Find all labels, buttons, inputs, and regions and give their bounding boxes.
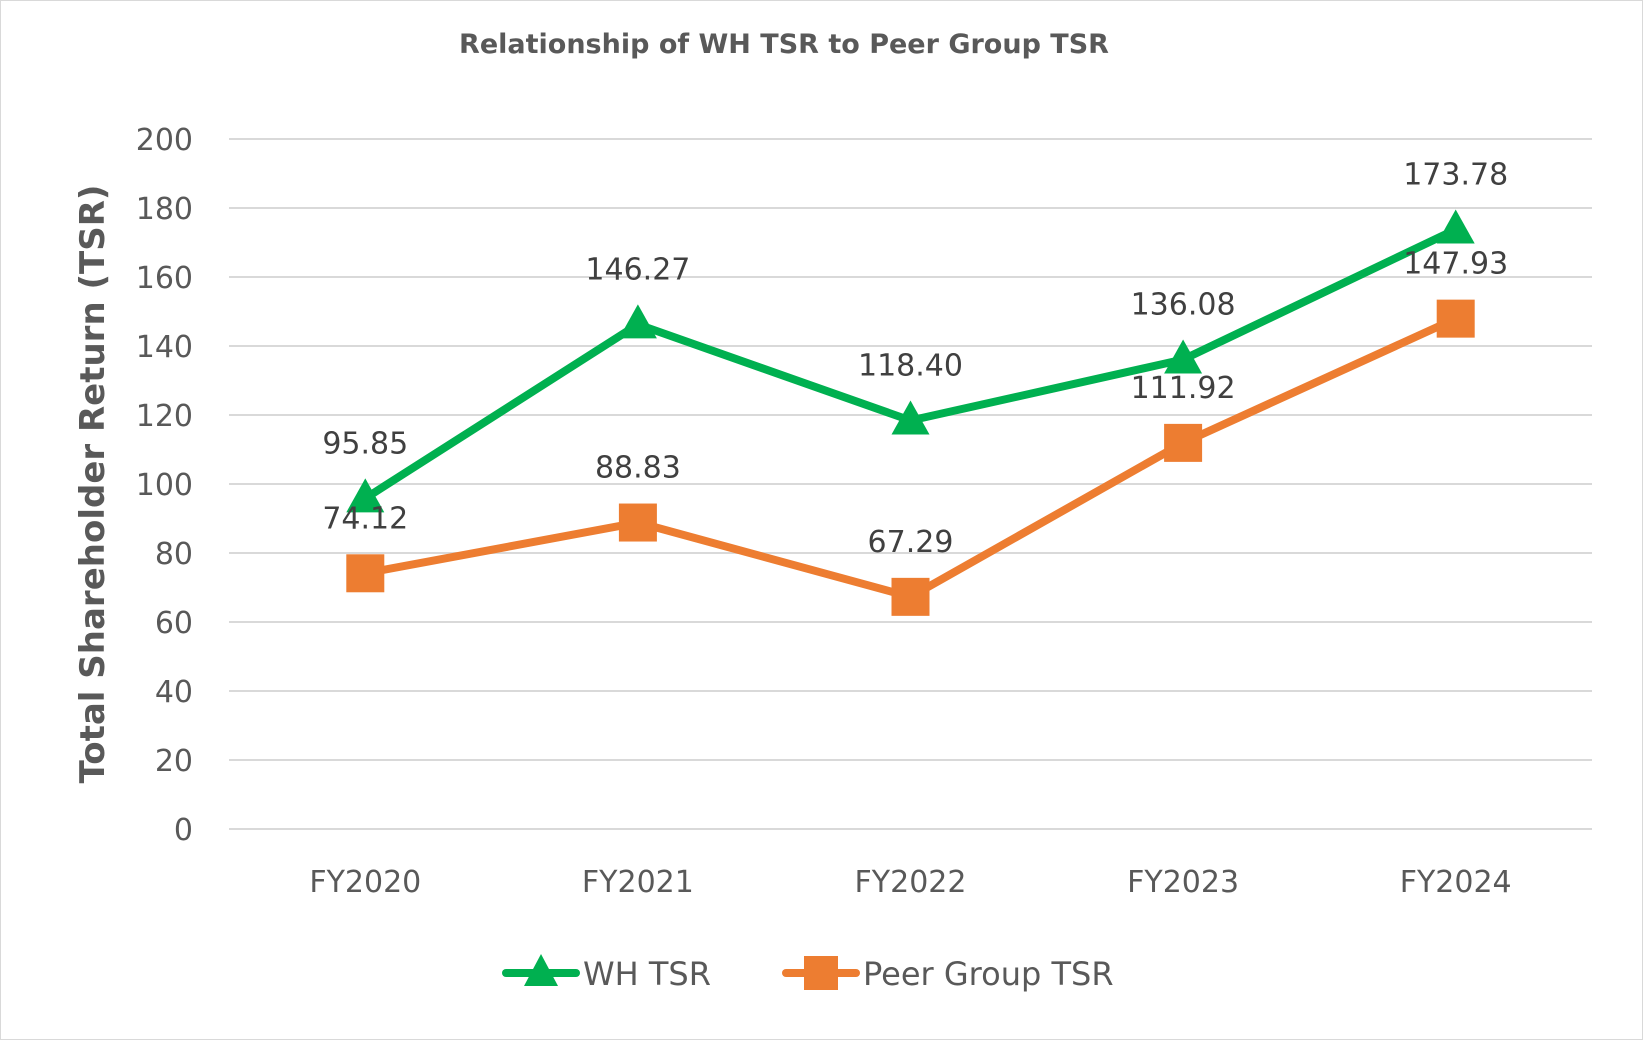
y-tick-label: 40: [155, 675, 193, 710]
data-label: 146.27: [585, 252, 690, 287]
data-point-square: [618, 503, 657, 542]
legend-square-icon: [804, 956, 838, 990]
legend-label: Peer Group TSR: [863, 955, 1114, 993]
data-label: 111.92: [1131, 371, 1236, 406]
x-tick-label: FY2022: [855, 865, 967, 900]
y-tick-label: 120: [136, 399, 193, 434]
data-label: 118.40: [858, 349, 963, 384]
data-point-triangle: [1436, 209, 1475, 244]
data-label: 147.93: [1403, 247, 1508, 282]
data-point-square: [1436, 299, 1475, 338]
data-point-square: [1164, 423, 1203, 462]
data-point-triangle: [1164, 339, 1203, 374]
data-label: 74.12: [322, 501, 408, 536]
y-tick-label: 80: [155, 537, 193, 572]
data-label: 88.83: [595, 451, 681, 486]
legend-label: WH TSR: [583, 955, 711, 993]
data-label: 67.29: [868, 525, 954, 560]
y-tick-label: 160: [136, 261, 193, 296]
y-axis-label: Total Shareholder Return (TSR): [73, 185, 113, 784]
y-tick-label: 200: [136, 123, 193, 158]
data-label: 173.78: [1403, 157, 1508, 192]
data-point-square: [891, 577, 930, 616]
legend-triangle-icon: [524, 954, 558, 986]
x-tick-label: FY2020: [309, 865, 421, 900]
y-tick-label: 140: [136, 330, 193, 365]
y-tick-label: 60: [155, 606, 193, 641]
y-tick-label: 0: [174, 813, 193, 848]
y-tick-label: 180: [136, 192, 193, 227]
y-tick-label: 20: [155, 744, 193, 779]
x-tick-label: FY2024: [1400, 865, 1512, 900]
y-tick-label: 100: [136, 468, 193, 503]
data-point-triangle: [618, 304, 657, 339]
x-tick-label: FY2021: [582, 865, 694, 900]
x-tick-label: FY2023: [1127, 865, 1239, 900]
chart-title: Relationship of WH TSR to Peer Group TSR: [459, 29, 1109, 60]
data-point-triangle: [891, 400, 930, 435]
data-label: 95.85: [322, 426, 408, 461]
data-point-triangle: [346, 478, 385, 513]
data-point-square: [346, 554, 385, 593]
data-label: 136.08: [1131, 288, 1236, 323]
